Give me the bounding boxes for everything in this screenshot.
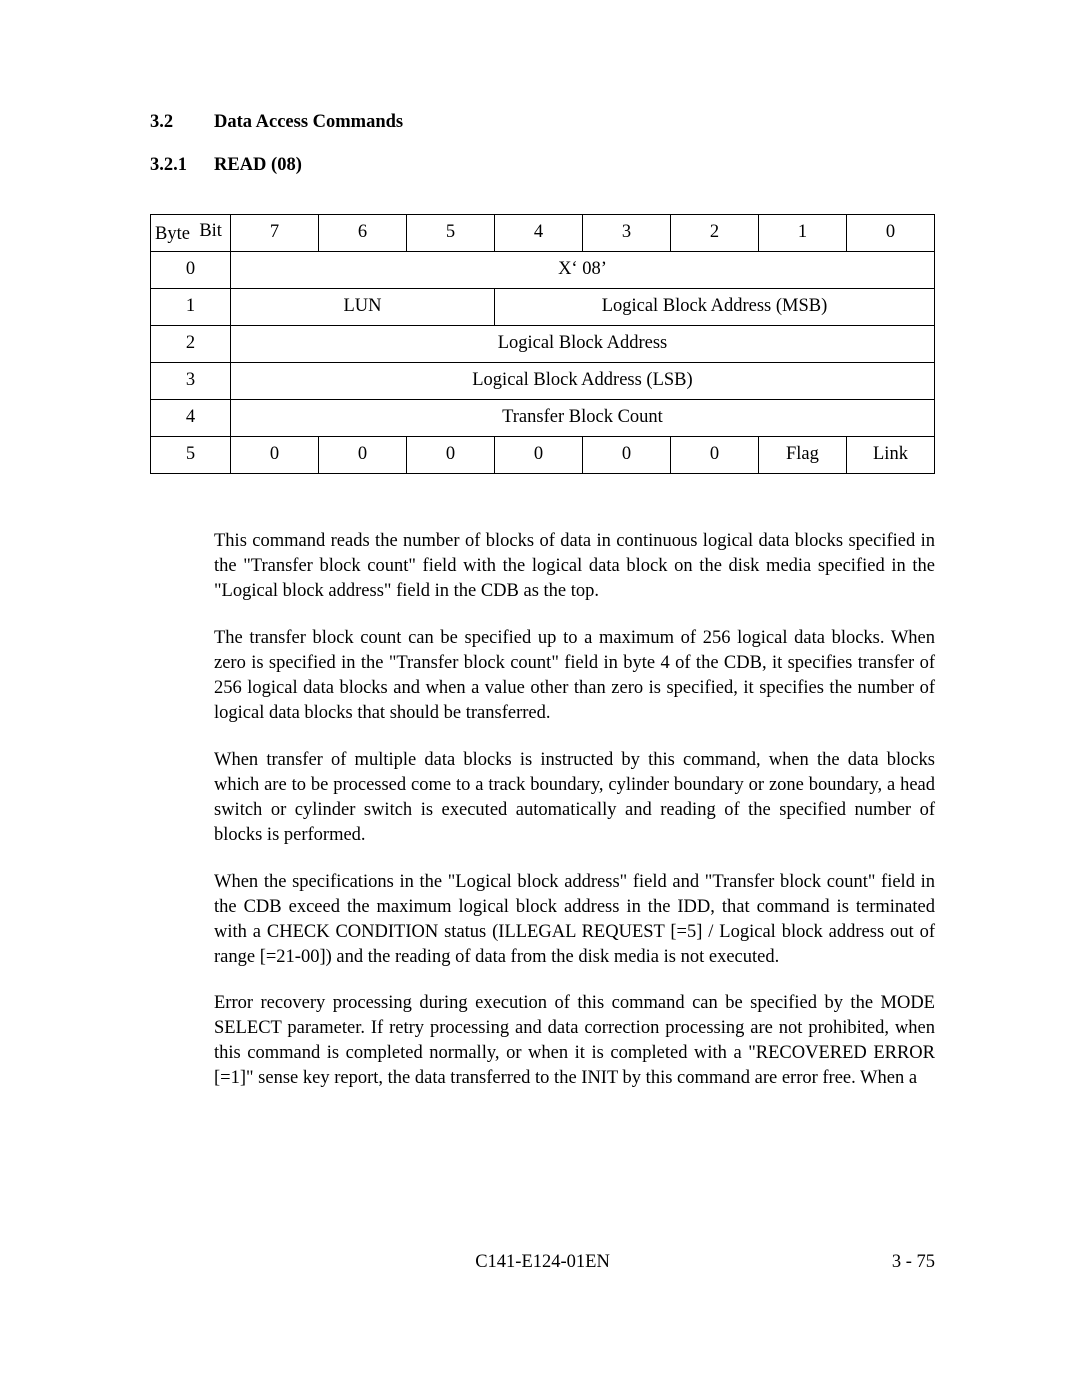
paragraph: When the specifications in the "Logical … (214, 870, 935, 970)
bit-label: Bit (199, 219, 222, 244)
section-heading: 3.2 Data Access Commands (150, 110, 935, 135)
table-row: 5 0 0 0 0 0 0 Flag Link (151, 436, 935, 473)
subsection-heading: 3.2.1 READ (08) (150, 153, 935, 178)
bit-col-4: 4 (494, 214, 582, 251)
byte-index: 4 (151, 399, 231, 436)
byte-index: 1 (151, 288, 231, 325)
bit-col-0: 0 (846, 214, 934, 251)
flag-cell: Flag (758, 436, 846, 473)
lun-cell: LUN (230, 288, 494, 325)
section-title: Data Access Commands (214, 110, 935, 135)
section-number: 3.2 (150, 110, 214, 135)
opcode-cell: X‘ 08’ (230, 251, 934, 288)
bit-col-5: 5 (406, 214, 494, 251)
subsection-number: 3.2.1 (150, 153, 214, 178)
paragraph: When transfer of multiple data blocks is… (214, 748, 935, 848)
lba-lsb-cell: Logical Block Address (LSB) (230, 362, 934, 399)
bit-col-2: 2 (670, 214, 758, 251)
bit-col-6: 6 (318, 214, 406, 251)
paragraph: The transfer block count can be specifie… (214, 626, 935, 726)
page-content: 3.2 Data Access Commands 3.2.1 READ (08)… (150, 110, 935, 1113)
byte-label: Byte (155, 222, 190, 247)
cdb-table: Bit Byte 7 6 5 4 3 2 1 0 0 X‘ 08’ 1 LUN … (150, 214, 935, 474)
bit-col-7: 7 (230, 214, 318, 251)
byte-index: 2 (151, 325, 231, 362)
subsection-title: READ (08) (214, 153, 935, 178)
footer-page-number: 3 - 75 (892, 1250, 935, 1275)
table-row: 2 Logical Block Address (151, 325, 935, 362)
transfer-count-cell: Transfer Block Count (230, 399, 934, 436)
paragraph: Error recovery processing during executi… (214, 991, 935, 1091)
control-bit-7: 0 (230, 436, 318, 473)
table-header-row: Bit Byte 7 6 5 4 3 2 1 0 (151, 214, 935, 251)
table-row: 4 Transfer Block Count (151, 399, 935, 436)
control-bit-5: 0 (406, 436, 494, 473)
lba-cell: Logical Block Address (230, 325, 934, 362)
table-row: 1 LUN Logical Block Address (MSB) (151, 288, 935, 325)
control-bit-4: 0 (494, 436, 582, 473)
link-cell: Link (846, 436, 934, 473)
bit-col-3: 3 (582, 214, 670, 251)
control-bit-6: 0 (318, 436, 406, 473)
control-bit-3: 0 (582, 436, 670, 473)
table-row: 3 Logical Block Address (LSB) (151, 362, 935, 399)
table-row: 0 X‘ 08’ (151, 251, 935, 288)
body-text: This command reads the number of blocks … (214, 529, 935, 1091)
lba-msb-cell: Logical Block Address (MSB) (494, 288, 934, 325)
bit-byte-header: Bit Byte (151, 214, 231, 251)
paragraph: This command reads the number of blocks … (214, 529, 935, 604)
footer-doc-id: C141-E124-01EN (150, 1250, 935, 1275)
byte-index: 5 (151, 436, 231, 473)
byte-index: 0 (151, 251, 231, 288)
byte-index: 3 (151, 362, 231, 399)
control-bit-2: 0 (670, 436, 758, 473)
bit-col-1: 1 (758, 214, 846, 251)
